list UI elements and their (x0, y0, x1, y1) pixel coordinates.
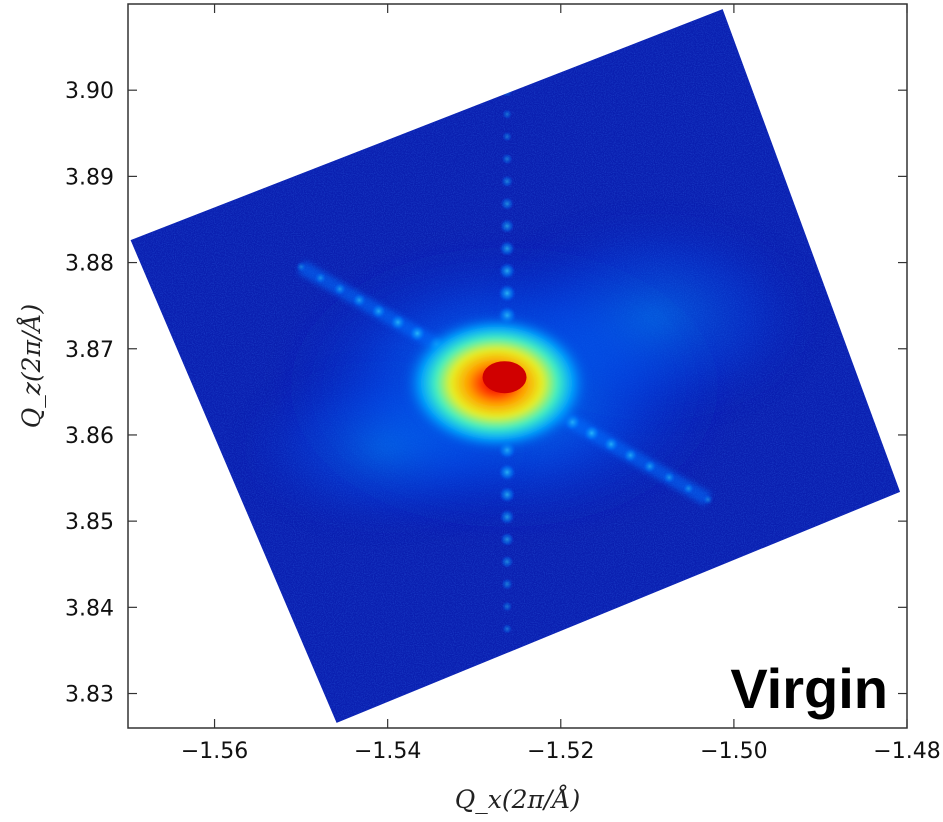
streak-dot (499, 509, 515, 525)
streak-dot (500, 555, 514, 569)
peak-core (482, 361, 527, 394)
y-axis-label: Q_z(2π/Å) (16, 304, 46, 429)
streak-dot (682, 482, 695, 495)
streak-dot (389, 314, 406, 331)
streak-dot (502, 131, 513, 142)
streak-dot (583, 424, 601, 442)
streak-dot (500, 532, 515, 547)
streak-dot (295, 261, 307, 273)
streak-dot (501, 601, 513, 612)
streak-dot (500, 197, 514, 211)
y-tick-label: 3.86 (65, 424, 114, 449)
streak-dot (501, 153, 513, 165)
y-tick-label: 3.87 (65, 338, 114, 363)
streak-dot (499, 486, 516, 503)
x-tick-label: −1.52 (527, 739, 594, 764)
streak-dot (371, 303, 387, 319)
y-tick-label: 3.89 (65, 165, 114, 190)
x-axis-label: Q_x(2π/Å) (455, 784, 580, 814)
streak-dot (499, 218, 515, 234)
plot-area (130, 9, 901, 723)
streak-dot (502, 109, 513, 120)
streak-dot (502, 623, 513, 634)
y-tick-label: 3.88 (65, 252, 114, 277)
y-tick-label: 3.90 (65, 79, 114, 104)
y-tick-label: 3.84 (65, 596, 114, 621)
streak-dot (643, 459, 657, 474)
y-tick-label: 3.83 (65, 683, 114, 708)
streak-dot (498, 463, 516, 481)
streak-dot (662, 471, 676, 484)
streak-dot (502, 86, 513, 97)
streak-dot (603, 436, 619, 453)
streak-dot (501, 578, 513, 590)
streak-dot (333, 282, 347, 296)
axes: −1.56 −1.54 −1.52 −1.50 −1.48 3.83 3.84 3.85 3.8… (65, 3, 941, 764)
y-tick-label: 3.85 (65, 510, 114, 535)
streak-dot (498, 284, 517, 303)
streak-dot (501, 175, 514, 188)
streak-dot (408, 324, 426, 342)
streak-dot (498, 262, 516, 280)
streak-dot (502, 64, 513, 75)
x-tick-label: −1.54 (354, 739, 421, 764)
streak-dot (499, 240, 515, 257)
axes-frame (127, 3, 908, 729)
streak-dot (702, 494, 713, 505)
streak-dot (502, 42, 513, 53)
x-tick-label: −1.56 (181, 739, 248, 764)
x-tick-label: −1.50 (700, 739, 767, 764)
streak-dot (623, 447, 638, 463)
streak-dot (352, 293, 367, 308)
x-tick-label: −1.48 (873, 739, 940, 764)
streak-dot (314, 272, 327, 284)
panel-annotation: Virgin (730, 657, 888, 720)
